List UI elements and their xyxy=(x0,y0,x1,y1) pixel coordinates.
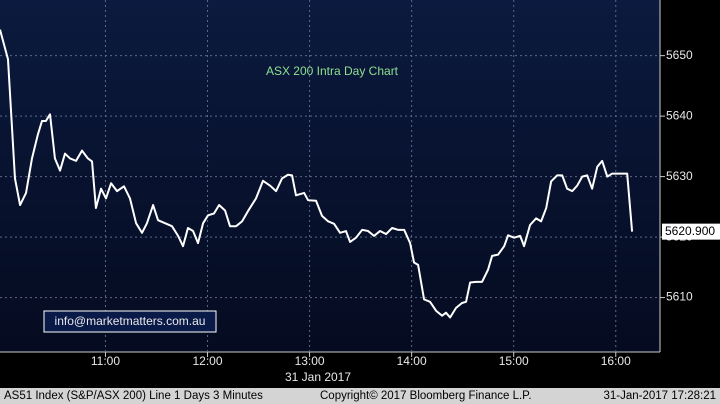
price-line xyxy=(0,29,634,319)
plot-area xyxy=(0,0,660,352)
footer-bar xyxy=(0,388,720,404)
y-tick-label: 5650 xyxy=(666,48,693,62)
x-tick-label: 15:00 xyxy=(499,354,529,368)
annotation: info@marketmatters.com.au xyxy=(55,314,206,328)
annotation-box xyxy=(43,310,217,333)
price-tag-box xyxy=(662,223,720,240)
footer-middle: Copyright© 2017 Bloomberg Finance L.P. xyxy=(320,390,532,402)
x-tick-label: 14:00 xyxy=(397,354,427,368)
y-tick-label: 5630 xyxy=(666,169,693,183)
x-tick-label: 13:00 xyxy=(295,354,325,368)
x-tick-label: 11:00 xyxy=(91,354,120,368)
y-tick-label: 5640 xyxy=(666,108,693,122)
footer-left: AS51 Index (S&P/ASX 200) Line 1 Days 3 M… xyxy=(4,390,263,402)
x-axis-label: 31 Jan 2017 xyxy=(285,370,351,384)
footer-right: 31-Jan-2017 17:28:21 xyxy=(603,390,716,402)
x-tick-label: 16:00 xyxy=(601,354,631,368)
y-tick-label: 5610 xyxy=(666,290,693,304)
price-tag: 5620.900 xyxy=(665,224,715,238)
x-tick-label: 12:00 xyxy=(193,354,223,368)
chart-title: ASX 200 Intra Day Chart xyxy=(266,64,399,78)
